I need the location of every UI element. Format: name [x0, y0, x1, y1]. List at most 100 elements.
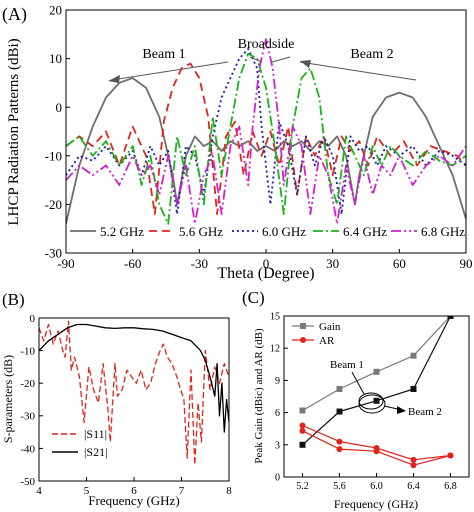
series-line-6-8-ghz [66, 38, 466, 225]
y-tick-label: 3 [275, 440, 280, 451]
series-line-5-6-ghz [66, 62, 466, 215]
x-tick-label: 5.6 [333, 481, 346, 492]
x-tick-label: 60 [393, 256, 406, 271]
annotation-c-beam-1: Beam 1 [330, 359, 364, 371]
panel-a-series [66, 38, 466, 225]
data-point-circle [336, 438, 343, 445]
x-tick-label: -30 [191, 256, 208, 271]
y-tick-label: 0 [30, 313, 36, 325]
panel-b: (B) S-parameters (dB) Frequency (GHz) 4 5… [1, 290, 232, 508]
y-tick-label: -20 [45, 197, 62, 212]
data-point-circle [336, 446, 343, 453]
series-line-ar-2 [302, 424, 451, 461]
panel-a-annotations: Beam 1 Broadside Beam 2 [108, 37, 417, 83]
panel-a-xlabel: Theta (Degree) [217, 265, 314, 282]
legend-label-s11: |S11| [84, 427, 107, 441]
data-point-circle [410, 456, 417, 463]
series-line-6-0-ghz [66, 48, 466, 215]
arrow-beam-1 [108, 61, 229, 83]
annotation-beam-2: Beam 2 [350, 47, 393, 62]
x-tick-label: 30 [326, 256, 339, 271]
x-tick-label: 5 [84, 485, 90, 497]
y-tick-label: 6 [275, 408, 280, 419]
series-line-5-2-ghz [66, 77, 466, 225]
data-point-square [373, 368, 380, 375]
legend-label-s21: |S21| [84, 445, 107, 459]
panel-b-legend: |S11| |S21| [52, 427, 107, 459]
series-line-s21 [39, 323, 229, 433]
x-tick-label: 90 [460, 256, 473, 271]
data-point-circle [299, 422, 306, 429]
beam-1-leader [351, 371, 365, 395]
x-tick-label: 0 [263, 256, 270, 271]
legend-label-5-2-ghz: 5.2 GHz [100, 224, 144, 239]
arrow-broadside [249, 56, 291, 63]
y-tick-label: 12 [270, 344, 280, 355]
panel-c-annotations: Beam 1 Beam 2 [330, 359, 442, 418]
y-tick-label: -30 [45, 246, 62, 261]
y-tick-label: 9 [275, 376, 280, 387]
panel-a-frame [65, 9, 467, 254]
data-point-square [410, 385, 417, 392]
x-tick-label: 7 [179, 485, 185, 497]
annotation-beam-1: Beam 1 [142, 47, 185, 62]
y-tick-label: 10 [49, 51, 62, 66]
panel-b-ylabel: S-parameters (dB) [1, 355, 15, 443]
arrow-beam-2 [299, 60, 417, 81]
panel-c-label: (C) [242, 288, 265, 307]
series-line-6-4-ghz [66, 52, 466, 225]
y-tick-label: 0 [56, 100, 63, 115]
legend-marker-circle [300, 337, 306, 343]
data-point-circle [373, 448, 380, 455]
panel-b-xlabel: Frequency (GHz) [88, 493, 179, 508]
data-point-square [447, 316, 454, 319]
x-tick-label: 8 [226, 485, 232, 497]
beam-1-ellipse [358, 392, 384, 410]
legend-label-6-8-ghz: 6.8 GHz [421, 224, 465, 239]
panel-c-frame [283, 315, 470, 478]
data-point-square [336, 385, 343, 392]
x-tick-label: 5.2 [296, 481, 309, 492]
beam-2-arrowhead [397, 406, 406, 414]
panel-c-ylabel: Peak Gain (dBic) and AR (dB) [253, 328, 265, 464]
data-point-square [299, 407, 306, 414]
series-line-s11 [39, 320, 229, 466]
y-tick-label: -10 [45, 148, 62, 163]
x-tick-label: 6.8 [444, 481, 457, 492]
annotation-c-beam-2: Beam 2 [408, 406, 442, 418]
y-tick-label: -40 [20, 443, 35, 455]
data-point-square [410, 352, 417, 359]
beam-2-ellipse [358, 394, 386, 414]
panel-a-ylabel: LHCP Radiation Patterns (dBi) [6, 38, 22, 225]
panel-a-label: (A) [2, 4, 27, 25]
data-point-circle [410, 462, 417, 469]
panel-c: (C) Peak Gain (dBic) and AR (dB) Frequen… [242, 288, 470, 511]
legend-label-6-4-ghz: 6.4 GHz [343, 224, 387, 239]
y-tick-label: -10 [20, 345, 35, 357]
panel-a-ticks: -90 -60 -30 0 30 60 90 -30 -20 -10 0 10 20 [45, 3, 473, 271]
x-tick-label: 6.0 [370, 481, 383, 492]
x-tick-label: 6.4 [407, 481, 420, 492]
legend-label-5-6-ghz: 5.6 GHz [179, 224, 223, 239]
y-tick-label: 0 [275, 473, 280, 484]
panel-c-legend: Gain AR [292, 321, 341, 347]
panel-b-label: (B) [2, 290, 25, 309]
data-point-circle [447, 452, 454, 459]
legend-label-gain: Gain [319, 321, 341, 333]
data-point-circle [299, 427, 306, 434]
y-tick-label: -20 [20, 378, 35, 390]
legend-marker-square [300, 323, 306, 329]
x-tick-label: -60 [124, 256, 141, 271]
y-tick-label: 15 [270, 312, 280, 323]
panel-c-xlabel: Frequency (GHz) [334, 497, 418, 511]
panel-c-series [299, 316, 454, 469]
legend-label-ar: AR [319, 335, 335, 347]
x-tick-label: 4 [36, 485, 42, 497]
panel-a: (A) LHCP Radiation Patterns (dBi) Theta … [2, 3, 473, 282]
data-point-square [299, 441, 306, 448]
panel-b-frame [38, 317, 230, 482]
y-tick-label: -50 [20, 476, 35, 488]
panel-a-legend: 5.2 GHz 5.6 GHz 6.0 GHz 6.4 GHz 6.8 GHz [70, 224, 465, 239]
data-point-square [336, 408, 343, 415]
